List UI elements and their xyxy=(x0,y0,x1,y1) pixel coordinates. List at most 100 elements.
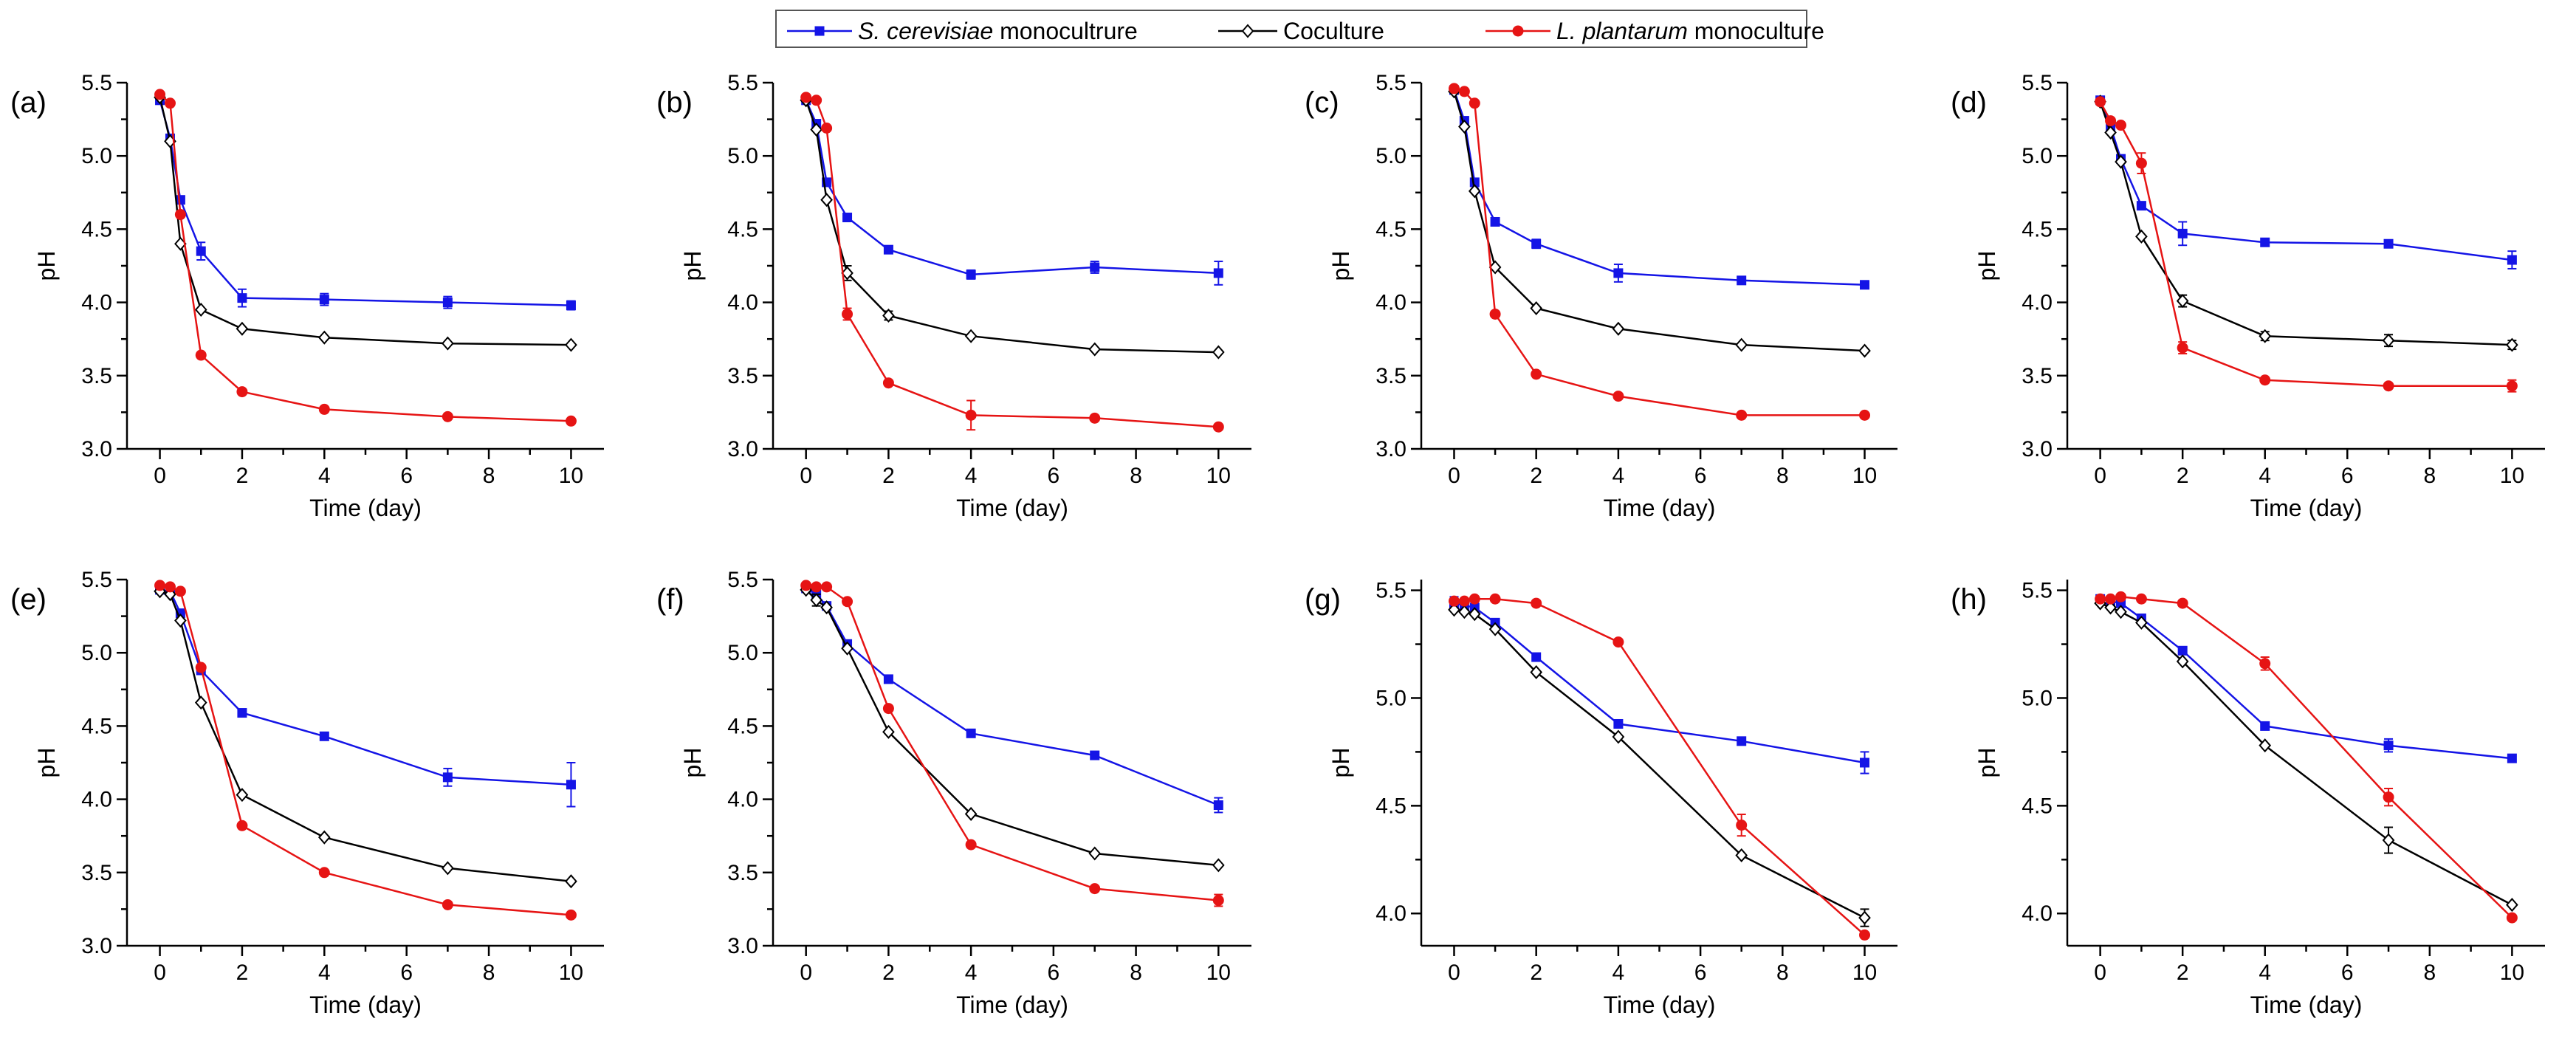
data-point xyxy=(964,329,978,343)
series-s_cerevisiae xyxy=(801,583,1223,814)
data-point xyxy=(1858,343,1871,358)
data-point xyxy=(1212,894,1224,906)
data-point xyxy=(2506,380,2518,392)
x-tick-label: 6 xyxy=(400,464,413,488)
series-l_plantarum xyxy=(800,92,1224,433)
data-point xyxy=(2383,791,2394,803)
series-coculture xyxy=(1448,602,1871,927)
x-tick-label: 8 xyxy=(483,464,495,488)
series-line xyxy=(2099,101,2513,346)
x-tick-label: 4 xyxy=(1612,961,1625,985)
x-tick-label: 10 xyxy=(2500,464,2524,488)
x-tick-label: 4 xyxy=(318,464,331,488)
data-point xyxy=(164,581,176,593)
panel-label: (f) xyxy=(656,583,684,616)
data-point xyxy=(1490,216,1500,227)
legend-box xyxy=(775,10,1807,48)
panel-label: (a) xyxy=(10,86,47,119)
panel-label: (c) xyxy=(1305,86,1339,119)
x-tick-label: 6 xyxy=(1694,961,1707,985)
y-tick-label: 5.5 xyxy=(1375,579,1407,603)
data-point xyxy=(319,731,329,741)
panel-label: (d) xyxy=(1951,86,1987,119)
x-tick-label: 6 xyxy=(1694,464,1707,488)
legend: S. cerevisiae monocultrure Coculture L. pl… xyxy=(775,10,1824,48)
data-point xyxy=(1613,718,1624,729)
data-point xyxy=(1448,602,1460,617)
panel-e: (e) 3.0 3.5 4.0 4.5 5.0 5.5 0 2 4 6 8 10 Time (day) pH xyxy=(10,568,604,1018)
series-l_plantarum xyxy=(2095,96,2518,393)
y-tick-label: 4.5 xyxy=(727,714,758,738)
series-s_cerevisiae xyxy=(155,95,576,311)
x-tick-label: 0 xyxy=(2094,464,2106,488)
series-coculture xyxy=(1448,84,1871,358)
x-tick-label: 8 xyxy=(1776,961,1789,985)
data-point xyxy=(2177,342,2188,354)
data-point xyxy=(195,662,207,673)
y-tick-label: 5.0 xyxy=(2022,144,2053,168)
data-point xyxy=(2259,374,2271,386)
data-point xyxy=(565,874,577,889)
series-s_cerevisiae xyxy=(801,95,1223,286)
data-point xyxy=(2135,593,2147,605)
x-tick-label: 10 xyxy=(2500,961,2524,985)
data-point xyxy=(1458,605,1471,619)
data-point xyxy=(174,614,187,628)
series-s_cerevisiae xyxy=(1449,596,1870,774)
y-tick-label: 3.5 xyxy=(2022,364,2053,388)
x-tick-label: 8 xyxy=(1130,464,1142,488)
x-tick-label: 0 xyxy=(800,961,812,985)
data-point xyxy=(236,321,249,336)
series-line xyxy=(159,97,571,346)
series-line xyxy=(805,100,1219,354)
legend-label-italic: L. plantarum xyxy=(1556,18,1688,44)
data-point xyxy=(2177,645,2188,656)
x-tick-label: 8 xyxy=(1130,961,1142,985)
data-point xyxy=(1448,83,1460,95)
x-tick-label: 6 xyxy=(2341,961,2354,985)
data-point xyxy=(2176,654,2189,669)
y-tick-label: 5.0 xyxy=(1375,686,1407,710)
data-point xyxy=(1735,848,1748,862)
y-tick-label: 3.0 xyxy=(2022,437,2053,461)
y-tick-label: 4.5 xyxy=(1375,217,1407,241)
series-l_plantarum xyxy=(800,580,1224,907)
data-point xyxy=(964,806,978,821)
data-point xyxy=(442,298,453,308)
series-l_plantarum xyxy=(1448,83,1871,421)
data-point xyxy=(2115,591,2127,602)
data-point xyxy=(236,386,248,398)
data-point xyxy=(565,909,577,921)
data-point xyxy=(2383,741,2394,751)
data-point xyxy=(566,300,576,311)
data-point xyxy=(2115,605,2127,619)
data-point xyxy=(236,820,248,831)
panel-c: (c) 3.0 3.5 4.0 4.5 5.0 5.5 0 2 4 6 8 10 Time (day) pH xyxy=(1305,71,1897,521)
y-tick-label: 5.0 xyxy=(1375,144,1407,168)
data-point xyxy=(319,295,329,305)
series-line xyxy=(806,584,1219,901)
data-point xyxy=(1737,736,1747,746)
data-point xyxy=(565,337,577,352)
series-coculture xyxy=(800,583,1225,873)
data-point xyxy=(2105,115,2117,127)
panel-d: (d) 3.0 3.5 4.0 4.5 5.0 5.5 0 2 4 6 8 10 Time (day) pH xyxy=(1951,71,2545,521)
data-point xyxy=(1531,597,1542,609)
x-tick-label: 2 xyxy=(882,961,895,985)
series-line xyxy=(2100,602,2513,906)
data-point xyxy=(1612,636,1624,648)
x-tick-label: 8 xyxy=(2423,961,2436,985)
series-line xyxy=(806,96,1219,428)
data-point xyxy=(2095,96,2106,108)
x-tick-label: 4 xyxy=(318,961,331,985)
data-point xyxy=(821,123,833,134)
data-point xyxy=(2135,229,2148,244)
data-point xyxy=(882,703,894,715)
data-point xyxy=(2382,333,2395,348)
y-tick-label: 5.5 xyxy=(1375,71,1407,95)
data-point xyxy=(236,788,249,803)
series-line xyxy=(1453,91,1865,352)
y-tick-label: 4.0 xyxy=(1375,291,1407,315)
y-tick-label: 3.0 xyxy=(81,934,112,958)
data-point xyxy=(317,330,331,345)
